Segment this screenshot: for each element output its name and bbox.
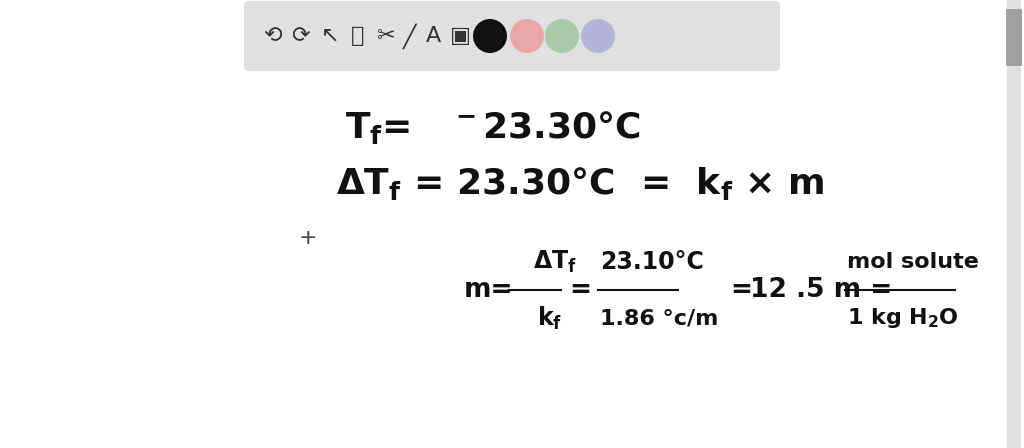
FancyBboxPatch shape (1006, 9, 1022, 66)
Text: A: A (425, 26, 440, 46)
Text: ⟲: ⟲ (263, 26, 282, 46)
Text: 1.86 °c/m: 1.86 °c/m (600, 308, 719, 328)
Text: =: = (730, 277, 752, 303)
Circle shape (581, 19, 615, 53)
Text: +: + (299, 228, 317, 248)
Text: ▣: ▣ (450, 26, 470, 46)
Text: $\mathbf{T_f}$=   $\mathbf{^-}$23.30°C: $\mathbf{T_f}$= $\mathbf{^-}$23.30°C (345, 108, 641, 146)
Text: $\mathbf{\Delta T_f}$ = 23.30°C  =  $\mathbf{k_f}$ × m: $\mathbf{\Delta T_f}$ = 23.30°C = $\math… (336, 164, 824, 202)
Text: ╱: ╱ (403, 23, 417, 49)
Text: mol solute: mol solute (847, 252, 979, 272)
Text: $\mathbf{\Delta T_f}$: $\mathbf{\Delta T_f}$ (534, 249, 577, 275)
Circle shape (473, 19, 507, 53)
Text: ✂: ✂ (376, 26, 394, 46)
Text: ⟳: ⟳ (291, 26, 309, 46)
Text: ↖: ↖ (321, 26, 339, 46)
Text: 1 kg H$\mathbf{_2}$O: 1 kg H$\mathbf{_2}$O (847, 306, 958, 330)
Circle shape (510, 19, 544, 53)
Text: =: = (569, 277, 591, 303)
Text: m=: m= (464, 277, 513, 303)
Circle shape (545, 19, 579, 53)
FancyBboxPatch shape (244, 1, 780, 71)
FancyBboxPatch shape (1007, 0, 1021, 448)
Text: 12 .5 m =: 12 .5 m = (750, 277, 892, 303)
Text: ⬧: ⬧ (351, 26, 365, 46)
Text: 23.10°C: 23.10°C (600, 250, 703, 274)
Text: $\mathbf{k_f}$: $\mathbf{k_f}$ (537, 304, 562, 332)
